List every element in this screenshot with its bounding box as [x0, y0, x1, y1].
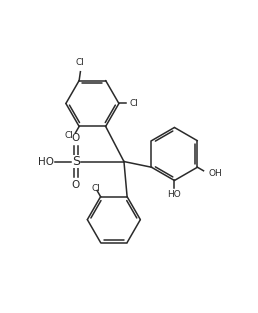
Text: OH: OH: [208, 169, 222, 178]
Text: O: O: [72, 180, 80, 190]
Text: HO: HO: [38, 156, 54, 167]
Text: Cl: Cl: [76, 59, 85, 67]
Text: Cl: Cl: [130, 99, 138, 108]
Text: Cl: Cl: [65, 131, 74, 140]
Text: O: O: [72, 133, 80, 143]
Text: HO: HO: [167, 190, 181, 199]
Text: S: S: [72, 155, 80, 168]
Text: Cl: Cl: [91, 184, 100, 193]
